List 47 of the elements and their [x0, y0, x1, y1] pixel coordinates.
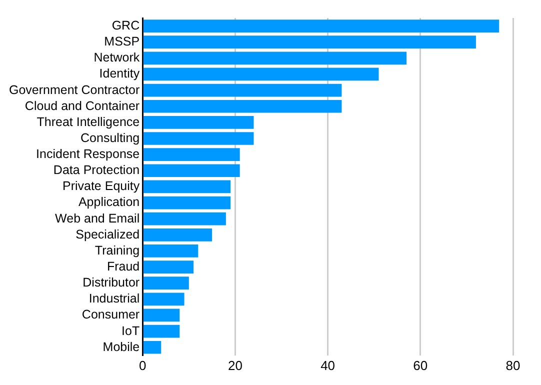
bar — [143, 308, 180, 322]
bar — [143, 148, 240, 161]
y-tick-label: Industrial — [88, 292, 140, 306]
x-tick-label: 0 — [138, 358, 146, 373]
bar — [143, 132, 254, 145]
y-tick-label: Mobile — [102, 340, 140, 354]
y-tick-label: Specialized — [76, 227, 140, 242]
bar — [143, 100, 342, 113]
y-tick-label: Data Protection — [53, 163, 140, 178]
bar — [143, 180, 231, 194]
y-tick-label: Private Equity — [62, 179, 140, 194]
y-tick-label: Government Contractor — [9, 82, 140, 97]
bar — [143, 164, 240, 178]
y-tick-label: Threat Intelligence — [36, 114, 140, 129]
bar — [143, 228, 212, 242]
bar — [143, 52, 407, 65]
y-tick-label: Training — [94, 243, 140, 258]
y-tick-label: Consumer — [82, 308, 140, 322]
y-tick-label: Fraud — [106, 259, 140, 274]
bar — [143, 196, 231, 210]
bar — [143, 340, 162, 354]
x-tick-label: 20 — [228, 358, 242, 373]
bar — [143, 244, 198, 258]
y-tick-label: GRC — [112, 18, 140, 32]
x-tick-label: 80 — [506, 358, 520, 373]
y-tick-label: MSSP — [104, 34, 140, 49]
y-tick-label: Consulting — [80, 130, 140, 145]
y-tick-label: Cloud and Container — [24, 98, 140, 113]
bar — [143, 20, 500, 32]
y-tick-label: Network — [94, 50, 140, 65]
bar — [143, 84, 342, 97]
bar — [143, 324, 180, 338]
y-tick-label: Web and Email — [55, 211, 140, 226]
x-tick-label: 60 — [413, 358, 428, 373]
y-tick-label: Incident Response — [36, 147, 140, 162]
bar — [143, 116, 254, 129]
bar — [143, 292, 184, 306]
y-tick-label: IoT — [122, 324, 140, 338]
bar — [143, 260, 194, 274]
bar — [143, 36, 476, 49]
y-tick-label: Distributor — [82, 276, 140, 290]
bar — [143, 68, 379, 81]
x-tick-label: 40 — [320, 358, 336, 373]
bar — [143, 212, 226, 226]
y-tick-label: Identity — [99, 66, 140, 81]
y-tick-label: Application — [78, 195, 140, 210]
bar — [143, 276, 189, 290]
